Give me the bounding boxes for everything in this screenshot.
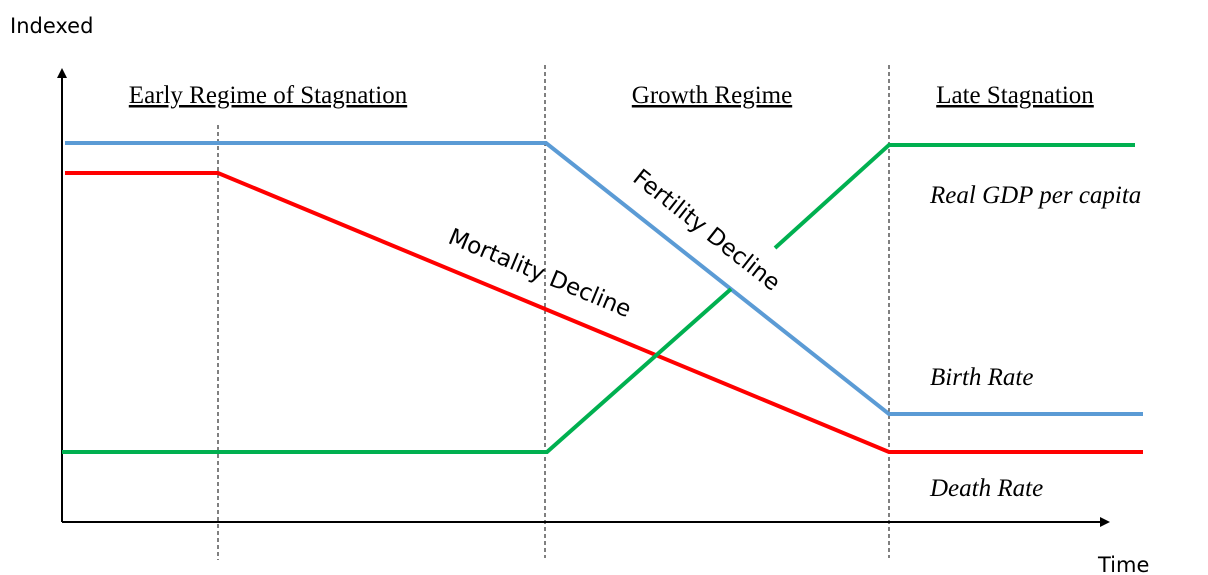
curve-label: Real GDP per capita [929, 182, 1141, 209]
regime-label: Late Stagnation [936, 82, 1094, 109]
curve-label: Death Rate [929, 475, 1043, 502]
regime-label: Early Regime of Stagnation [129, 82, 408, 109]
birth-rate-line [65, 141, 1143, 416]
regime-label: Growth Regime [632, 82, 792, 109]
gdp-line [773, 143, 1135, 250]
gdp-line [62, 287, 733, 454]
x-axis-label: Time [1097, 553, 1149, 575]
y-axis-label: Indexed [10, 14, 93, 38]
annotation: Fertility Decline [628, 165, 785, 297]
death-rate-line [65, 171, 1143, 454]
curve-label: Birth Rate [930, 364, 1033, 391]
